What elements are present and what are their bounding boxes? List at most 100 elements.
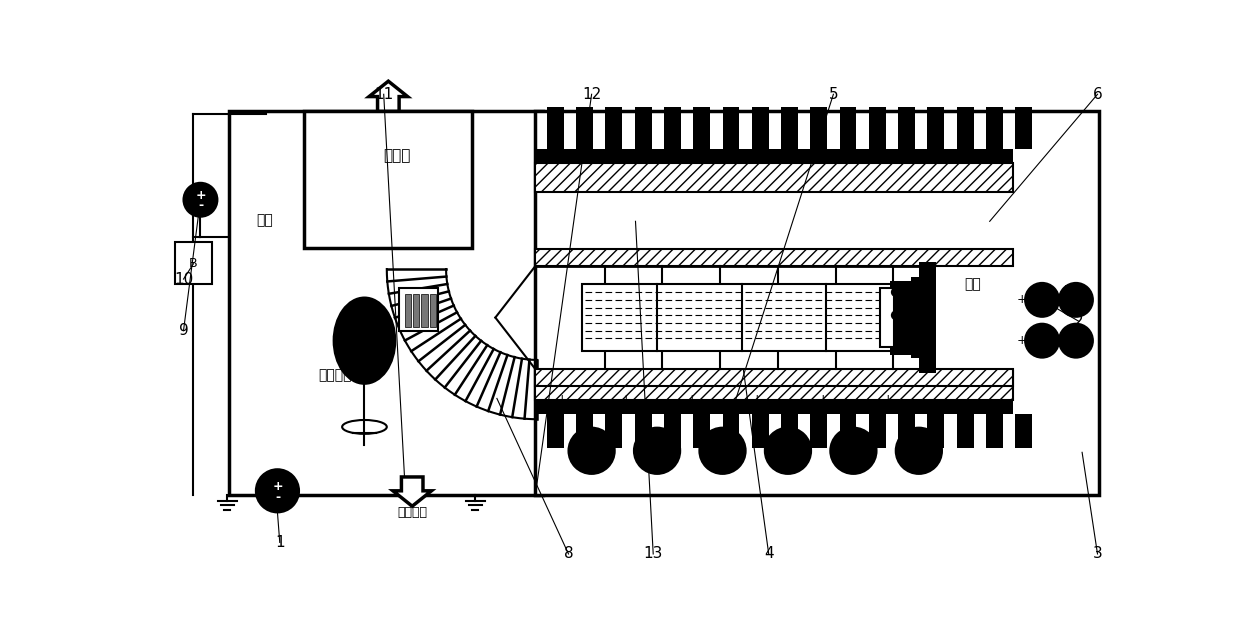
Bar xyxy=(229,111,543,494)
Text: +: + xyxy=(272,480,283,493)
Bar xyxy=(869,107,885,149)
Text: 6: 6 xyxy=(1092,87,1102,102)
Circle shape xyxy=(1025,283,1059,317)
Bar xyxy=(536,371,1013,400)
Text: +: + xyxy=(687,394,697,406)
Bar xyxy=(605,414,622,448)
Circle shape xyxy=(765,427,811,474)
Text: +: + xyxy=(751,394,763,406)
Bar xyxy=(304,111,472,248)
Ellipse shape xyxy=(342,420,387,434)
Bar xyxy=(723,414,739,448)
Bar xyxy=(898,414,915,448)
Bar xyxy=(751,107,769,149)
Bar xyxy=(956,107,973,149)
Text: 1: 1 xyxy=(275,535,284,550)
Bar xyxy=(547,414,564,448)
Circle shape xyxy=(892,288,899,296)
Text: 反应气体: 反应气体 xyxy=(397,506,428,519)
Bar xyxy=(869,414,885,448)
Bar xyxy=(781,414,799,448)
Circle shape xyxy=(892,311,899,319)
Circle shape xyxy=(634,427,681,474)
Text: 2: 2 xyxy=(1074,314,1084,329)
Bar xyxy=(577,107,593,149)
Bar xyxy=(693,107,711,149)
Text: +: + xyxy=(195,189,206,202)
Text: -: - xyxy=(198,200,203,212)
Bar xyxy=(919,262,936,373)
Text: -: - xyxy=(786,394,790,406)
Bar xyxy=(810,107,827,149)
Text: -: - xyxy=(720,394,724,406)
Bar xyxy=(928,414,945,448)
Text: +: + xyxy=(817,394,828,406)
Circle shape xyxy=(699,427,745,474)
Text: -: - xyxy=(916,394,921,406)
Text: -: - xyxy=(1054,334,1058,347)
Text: 11: 11 xyxy=(374,87,393,102)
Bar xyxy=(723,107,739,149)
Bar xyxy=(898,107,915,149)
Circle shape xyxy=(255,470,299,512)
Bar xyxy=(1016,414,1032,448)
Bar xyxy=(880,288,894,347)
Bar xyxy=(663,107,681,149)
Bar xyxy=(1016,107,1032,149)
Text: 水冷: 水冷 xyxy=(965,278,981,292)
Circle shape xyxy=(568,427,615,474)
Text: -: - xyxy=(1054,293,1058,306)
Text: 3: 3 xyxy=(1092,547,1102,561)
Text: +: + xyxy=(883,394,893,406)
Bar xyxy=(399,288,438,330)
Text: 12: 12 xyxy=(582,87,601,102)
Text: -: - xyxy=(851,394,856,406)
Bar xyxy=(986,107,1003,149)
Text: 9: 9 xyxy=(179,323,188,338)
Bar xyxy=(986,414,1003,448)
Bar xyxy=(413,293,419,327)
Bar xyxy=(839,107,857,149)
Text: 抽真空: 抽真空 xyxy=(383,149,410,163)
Text: 基体工件: 基体工件 xyxy=(319,368,352,382)
Bar xyxy=(536,149,1013,163)
Polygon shape xyxy=(393,477,432,506)
Text: 10: 10 xyxy=(174,272,193,286)
Bar xyxy=(536,369,1013,386)
Bar xyxy=(635,414,652,448)
Text: -: - xyxy=(275,491,280,504)
Text: +: + xyxy=(621,394,631,406)
Bar xyxy=(175,242,212,285)
Bar xyxy=(889,281,914,355)
Text: -: - xyxy=(655,394,660,406)
Text: 4: 4 xyxy=(764,547,774,561)
Bar xyxy=(839,414,857,448)
Text: 水冷: 水冷 xyxy=(255,213,273,226)
Bar xyxy=(663,414,681,448)
Bar xyxy=(810,414,827,448)
Bar xyxy=(635,107,652,149)
Text: +: + xyxy=(1017,334,1028,347)
Circle shape xyxy=(831,427,877,474)
Text: +: + xyxy=(557,394,568,406)
Bar xyxy=(577,414,593,448)
Bar xyxy=(430,293,436,327)
Circle shape xyxy=(184,183,217,217)
Bar xyxy=(582,285,914,351)
Circle shape xyxy=(1059,283,1092,317)
Text: +: + xyxy=(1017,293,1028,306)
Bar xyxy=(956,414,973,448)
Bar xyxy=(911,277,930,359)
Bar xyxy=(536,249,1013,266)
Circle shape xyxy=(895,427,942,474)
Text: 8: 8 xyxy=(564,547,573,561)
Bar xyxy=(536,111,1099,494)
Ellipse shape xyxy=(334,297,396,384)
Bar xyxy=(781,107,799,149)
Circle shape xyxy=(1059,323,1092,358)
Bar xyxy=(751,414,769,448)
Bar xyxy=(536,163,1013,192)
Bar xyxy=(422,293,428,327)
Text: 13: 13 xyxy=(644,547,663,561)
Bar xyxy=(928,107,945,149)
